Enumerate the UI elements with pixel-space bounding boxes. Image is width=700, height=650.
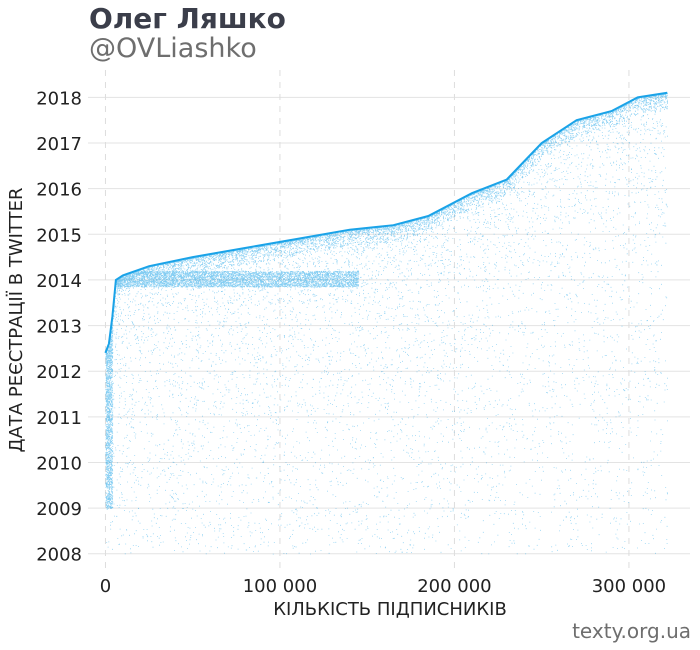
chart-title: Олег Ляшко bbox=[89, 2, 286, 35]
scatter-points bbox=[105, 93, 668, 555]
y-tick-label: 2017 bbox=[36, 134, 82, 155]
x-axis-label: КІЛЬКІСТЬ ПІДПИСНИКІВ bbox=[273, 599, 507, 620]
y-tick-label: 2013 bbox=[36, 317, 82, 338]
y-tick-label: 2016 bbox=[36, 180, 82, 201]
x-tick-label: 200 000 bbox=[417, 576, 491, 597]
y-tick-label: 2011 bbox=[36, 408, 82, 429]
source-credit: texty.org.ua bbox=[572, 619, 691, 643]
y-tick-label: 2018 bbox=[36, 88, 82, 109]
x-tick-label: 0 bbox=[100, 576, 111, 597]
chart-subtitle: @OVLiashko bbox=[89, 33, 257, 64]
x-tick-label: 300 000 bbox=[592, 576, 666, 597]
y-axis-label: ДАТА РЕЄСТРАЦІЇ В TWITTER bbox=[6, 188, 27, 453]
y-tick-label: 2009 bbox=[36, 499, 82, 520]
grid bbox=[88, 70, 690, 572]
y-tick-label: 2015 bbox=[36, 225, 82, 246]
y-axis-ticks: 2008 2009 2010 2011 2012 2013 2014 2015 2016 2017… bbox=[36, 88, 82, 565]
data-points bbox=[104, 91, 668, 555]
y-tick-label: 2012 bbox=[36, 362, 82, 383]
y-tick-label: 2014 bbox=[36, 271, 82, 292]
envelope-edge bbox=[104, 91, 668, 354]
x-tick-label: 100 000 bbox=[243, 576, 317, 597]
y-tick-label: 2008 bbox=[36, 545, 82, 566]
y-tick-label: 2010 bbox=[36, 453, 82, 474]
x-axis-ticks: 0 100 000 200 000 300 000 bbox=[100, 576, 666, 597]
